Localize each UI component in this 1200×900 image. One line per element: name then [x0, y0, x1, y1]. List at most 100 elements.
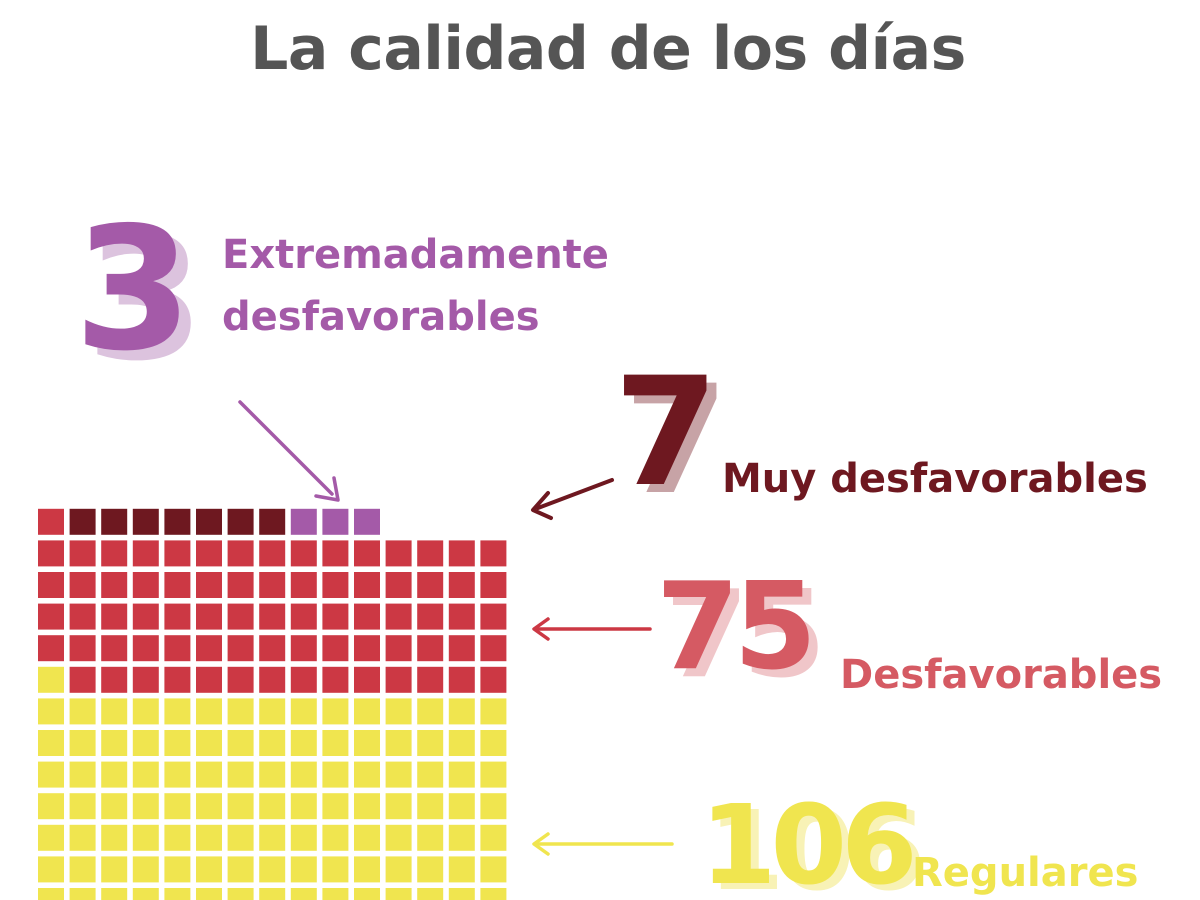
- waffle-cell-1-3: [164, 666, 191, 693]
- waffle-cell-0-78: [132, 730, 159, 756]
- waffle-cell-1-13: [480, 666, 507, 693]
- waffle-cell-1-24: [354, 635, 380, 662]
- waffle-cell-0-51: [227, 793, 254, 820]
- arrow-desfavorables: [532, 617, 652, 641]
- waffle-cell-2-4: [196, 508, 222, 535]
- waffle-cell-0-68: [290, 761, 317, 788]
- waffle-cell-0-85: [354, 730, 380, 756]
- waffle-cell-0-59: [480, 793, 507, 820]
- muy-count: 7: [614, 346, 718, 520]
- waffle-cell-0-43: [448, 824, 475, 851]
- waffle-cell-1-32: [132, 603, 159, 630]
- waffle-cell-1-23: [322, 635, 349, 662]
- waffle-cell-1-44: [38, 572, 64, 598]
- waffle-cell-1-8: [322, 666, 349, 693]
- waffle-cell-0-19: [164, 856, 191, 883]
- arrow-muy: [531, 478, 614, 520]
- waffle-cell-1-18: [164, 635, 191, 662]
- regulares-count: 106: [700, 781, 918, 900]
- waffle-cell-0-91: [69, 698, 96, 725]
- waffle-cell-0-20: [196, 856, 222, 883]
- waffle-cell-1-12: [448, 666, 475, 693]
- waffle-cell-0-63: [132, 761, 159, 788]
- waffle-cell-1-38: [322, 603, 349, 630]
- waffle-cell-1-37: [290, 603, 317, 630]
- waffle-cell-0-99: [322, 698, 349, 725]
- waffle-cell-0-45: [38, 793, 64, 820]
- regulares-label: Regulares: [912, 850, 1139, 896]
- waffle-cell-0-44: [480, 824, 507, 851]
- waffle-cell-1-36: [259, 603, 286, 630]
- waffle-cell-0-87: [417, 730, 444, 756]
- waffle-cell-0-102: [417, 698, 444, 725]
- waffle-cell-0-29: [480, 856, 507, 883]
- waffle-cell-0-88: [448, 730, 475, 756]
- arrow-regulares: [532, 832, 674, 856]
- waffle-cell-0-67: [259, 761, 286, 788]
- waffle-cell-1-68: [322, 540, 349, 567]
- waffle-cell-0-71: [385, 761, 412, 788]
- waffle-cell-1-14: [38, 635, 64, 662]
- waffle-cell-0-70: [354, 761, 380, 788]
- waffle-cell-1-5: [227, 666, 254, 693]
- waffle-cell-1-25: [385, 635, 412, 662]
- waffle-cell-2-6: [259, 508, 286, 535]
- waffle-cell-0-3: [132, 888, 159, 900]
- waffle-cell-0-57: [417, 793, 444, 820]
- waffle-cell-0-80: [196, 730, 222, 756]
- waffle-cell-3-0: [290, 508, 317, 535]
- waffle-cell-0-36: [227, 824, 254, 851]
- waffle-cell-1-0: [69, 666, 96, 693]
- extreme-label-line1: Extremadamente: [222, 232, 609, 278]
- waffle-cell-1-35: [227, 603, 254, 630]
- waffle-cell-0-26: [385, 856, 412, 883]
- waffle-cell-0-58: [448, 793, 475, 820]
- waffle-cell-1-42: [448, 603, 475, 630]
- waffle-cell-0-77: [101, 730, 128, 756]
- waffle-cell-1-60: [69, 540, 96, 567]
- waffle-cell-1-65: [227, 540, 254, 567]
- waffle-cell-1-41: [417, 603, 444, 630]
- waffle-cell-0-10: [354, 888, 380, 900]
- waffle-cell-1-62: [132, 540, 159, 567]
- waffle-cell-0-73: [448, 761, 475, 788]
- waffle-cell-1-4: [196, 666, 222, 693]
- waffle-cell-0-12: [417, 888, 444, 900]
- waffle-cell-0-30: [38, 824, 64, 851]
- waffle-cell-0-74: [480, 761, 507, 788]
- chart-title: La calidad de los días: [250, 14, 966, 84]
- waffle-cell-1-63: [164, 540, 191, 567]
- waffle-cell-1-19: [196, 635, 222, 662]
- waffle-cell-0-105: [38, 666, 64, 693]
- waffle-cell-1-45: [69, 572, 96, 598]
- waffle-cell-0-6: [227, 888, 254, 900]
- waffle-cell-1-16: [101, 635, 128, 662]
- waffle-cell-0-28: [448, 856, 475, 883]
- waffle-cell-0-34: [164, 824, 191, 851]
- waffle-cell-1-27: [448, 635, 475, 662]
- waffle-cell-0-97: [259, 698, 286, 725]
- waffle-cell-0-15: [38, 856, 64, 883]
- waffle-cell-0-94: [164, 698, 191, 725]
- waffle-cell-0-65: [196, 761, 222, 788]
- waffle-cell-1-29: [38, 603, 64, 630]
- waffle-cell-1-71: [417, 540, 444, 567]
- waffle-cell-1-73: [480, 540, 507, 567]
- waffle-cell-1-56: [417, 572, 444, 598]
- waffle-cell-1-7: [290, 666, 317, 693]
- desfavorables-label: Desfavorables: [840, 652, 1163, 698]
- waffle-cell-1-10: [385, 666, 412, 693]
- waffle-cell-1-69: [354, 540, 380, 567]
- waffle-cell-0-92: [101, 698, 128, 725]
- waffle-cell-1-55: [385, 572, 412, 598]
- waffle-cell-0-49: [164, 793, 191, 820]
- waffle-cell-1-43: [480, 603, 507, 630]
- waffle-cell-3-2: [354, 508, 380, 535]
- desfavorables-count: 75: [656, 558, 817, 697]
- waffle-cell-0-47: [101, 793, 128, 820]
- waffle-cell-0-101: [385, 698, 412, 725]
- waffle-cell-1-64: [196, 540, 222, 567]
